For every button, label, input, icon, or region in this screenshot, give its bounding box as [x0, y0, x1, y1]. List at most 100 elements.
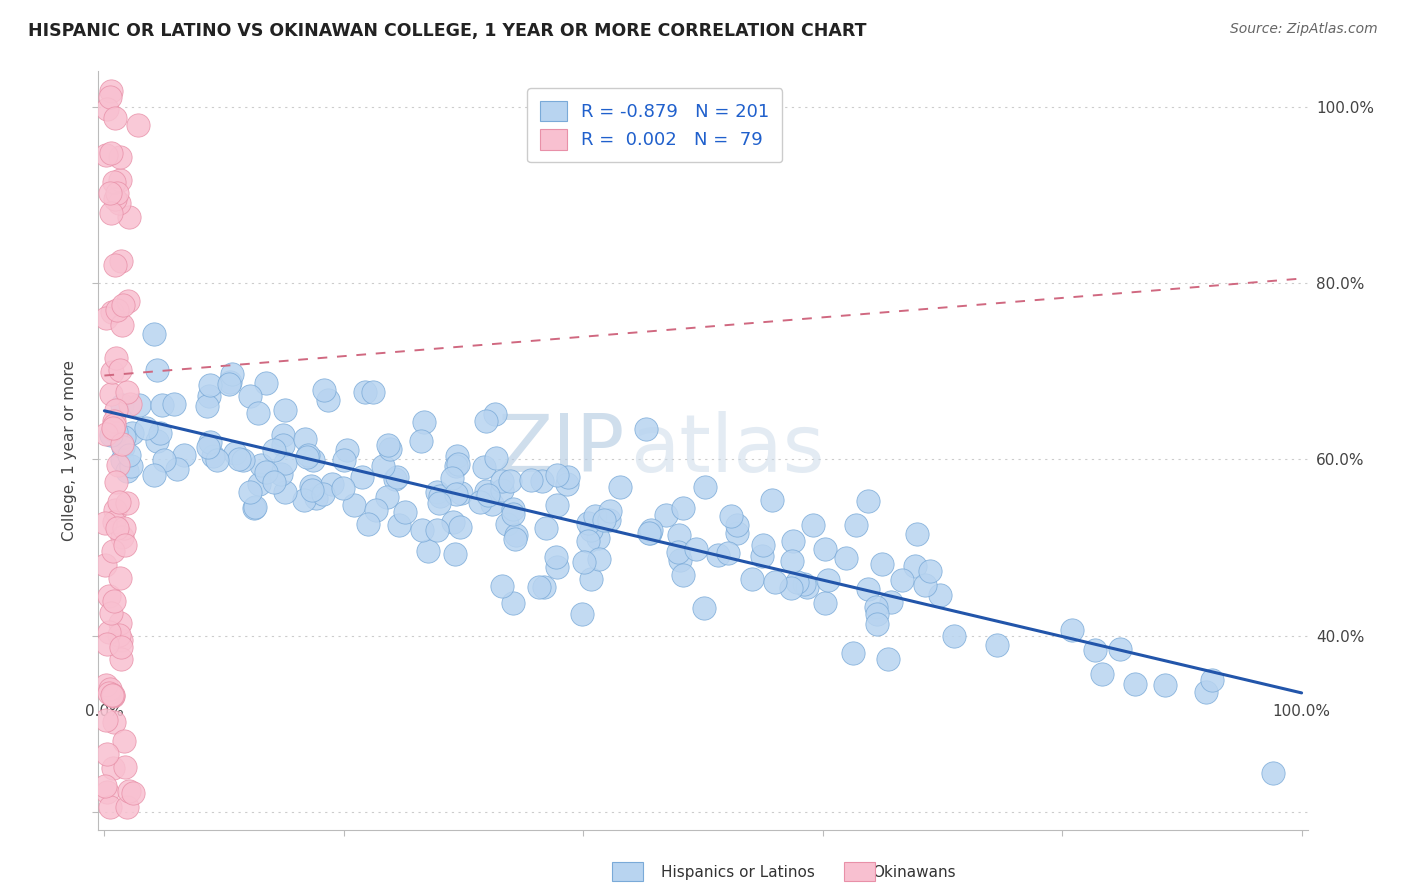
Point: [173, 448, 195, 462]
Point: [536, 521, 558, 535]
Point: [224, 446, 246, 460]
Legend: R = -0.879   N = 201, R =  0.002   N =  79: R = -0.879 N = 201, R = 0.002 N = 79: [527, 88, 782, 162]
Point: [484, 450, 506, 465]
Point: [780, 554, 803, 568]
Point: [814, 596, 837, 610]
Point: [94, 516, 117, 530]
Point: [111, 453, 134, 467]
Point: [870, 557, 893, 571]
Point: [305, 491, 328, 505]
Text: Source: ZipAtlas.com: Source: ZipAtlas.com: [1230, 22, 1378, 37]
Point: [502, 502, 524, 516]
Point: [103, 690, 125, 704]
Point: [505, 532, 527, 546]
Point: [195, 399, 218, 413]
Point: [274, 456, 297, 470]
Point: [685, 541, 707, 556]
Point: [666, 544, 689, 558]
Point: [100, 85, 122, 99]
Point: [842, 647, 865, 661]
Point: [491, 474, 513, 488]
Point: [103, 414, 125, 428]
Point: [254, 465, 277, 479]
Point: [378, 442, 401, 456]
Point: [447, 458, 470, 472]
Point: [353, 384, 375, 399]
Text: Hispanics or Latinos: Hispanics or Latinos: [661, 865, 814, 880]
Point: [707, 549, 730, 563]
Point: [117, 293, 139, 308]
Point: [249, 458, 271, 472]
Point: [96, 102, 118, 116]
Point: [546, 559, 568, 574]
Point: [350, 470, 373, 484]
Point: [101, 421, 124, 435]
Point: [254, 376, 277, 390]
Point: [221, 367, 243, 381]
Point: [110, 640, 132, 654]
Point: [375, 490, 398, 504]
Point: [520, 473, 543, 487]
Point: [100, 606, 122, 620]
Point: [103, 176, 125, 190]
Point: [142, 326, 165, 341]
Point: [153, 452, 176, 467]
Point: [765, 575, 787, 590]
Point: [301, 483, 323, 498]
Point: [103, 714, 125, 729]
Point: [270, 467, 292, 482]
Point: [228, 451, 250, 466]
Point: [599, 504, 621, 518]
Point: [877, 651, 900, 665]
Point: [741, 572, 763, 586]
Point: [98, 681, 121, 696]
Point: [273, 428, 295, 442]
Point: [472, 460, 495, 475]
Point: [135, 420, 157, 434]
Point: [292, 493, 315, 508]
Point: [100, 366, 122, 380]
Point: [96, 637, 118, 651]
Point: [856, 493, 879, 508]
Text: 100.0%: 100.0%: [1272, 705, 1330, 720]
Point: [444, 459, 467, 474]
Point: [411, 434, 433, 449]
Point: [118, 210, 141, 224]
Point: [416, 544, 439, 558]
Point: [299, 478, 322, 492]
Point: [1123, 677, 1146, 691]
Point: [720, 509, 742, 524]
Point: [105, 475, 128, 489]
Point: [121, 425, 143, 440]
Point: [366, 503, 388, 517]
Point: [104, 351, 127, 365]
Point: [866, 617, 889, 632]
Point: [201, 449, 224, 463]
Point: [1062, 624, 1084, 638]
Point: [246, 406, 269, 420]
Point: [111, 531, 134, 545]
Point: [98, 590, 121, 604]
Point: [942, 629, 965, 643]
Point: [557, 470, 579, 484]
Point: [527, 580, 550, 594]
Point: [333, 452, 356, 467]
Point: [101, 688, 124, 702]
Point: [491, 483, 513, 497]
Point: [114, 538, 136, 552]
Point: [94, 713, 117, 727]
Point: [638, 525, 661, 540]
Point: [101, 688, 124, 702]
Point: [143, 467, 166, 482]
Point: [104, 111, 127, 125]
Point: [314, 383, 336, 397]
Point: [576, 534, 599, 549]
Point: [111, 398, 134, 412]
Point: [782, 533, 804, 548]
Point: [108, 195, 131, 210]
Point: [263, 443, 285, 458]
Point: [793, 577, 815, 591]
Point: [377, 438, 399, 452]
Point: [880, 594, 903, 608]
Point: [101, 422, 124, 436]
